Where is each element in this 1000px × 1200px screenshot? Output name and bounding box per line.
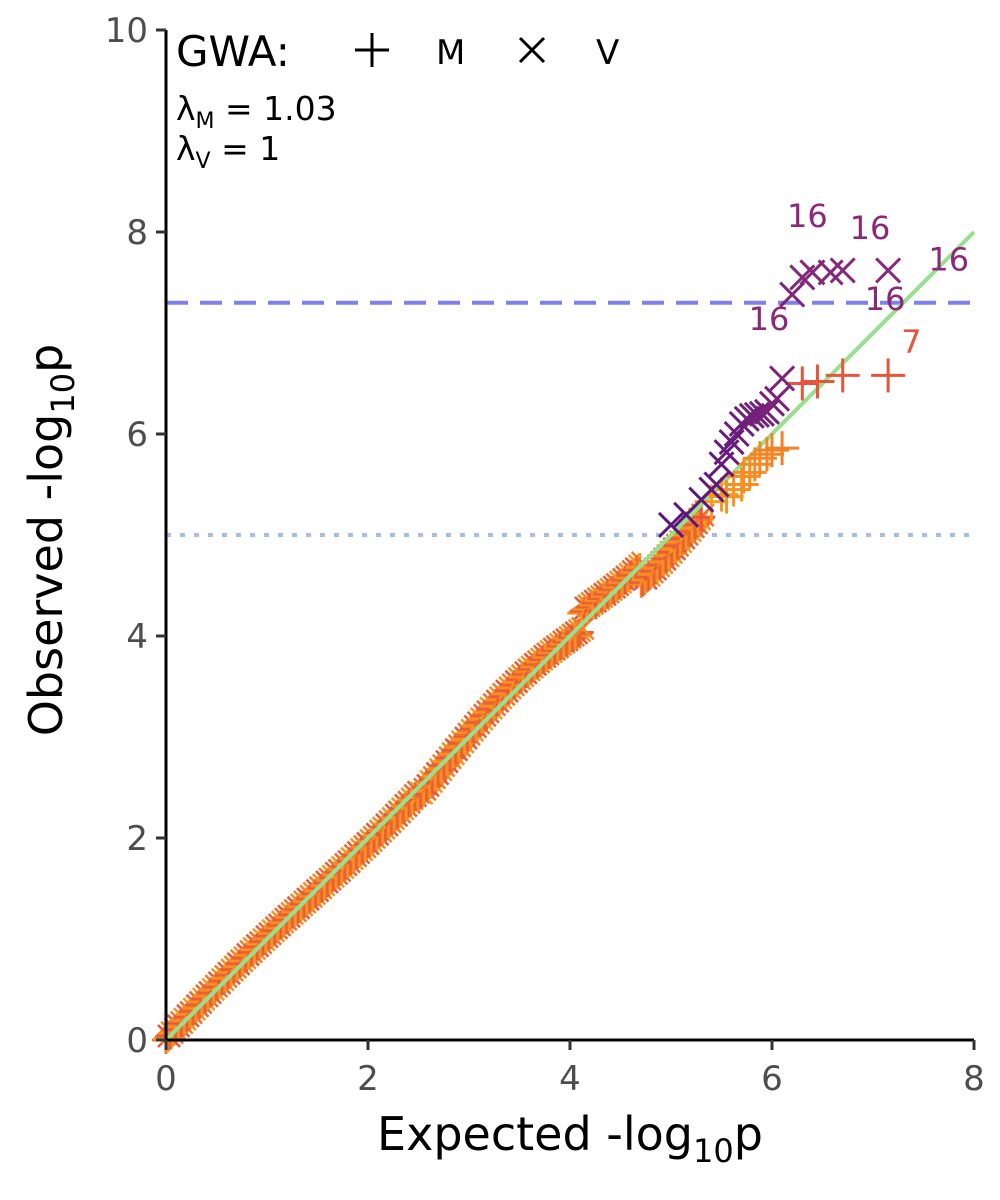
chromosome-label: 16 bbox=[928, 240, 969, 278]
chromosome-label: 16 bbox=[865, 280, 906, 318]
plot-area bbox=[152, 230, 976, 1054]
legend-title: GWA: bbox=[176, 27, 290, 76]
expected-diagonal-line bbox=[164, 230, 976, 1042]
y-tick-label: 2 bbox=[126, 819, 148, 859]
legend-entry-v: V bbox=[518, 33, 619, 73]
series-m-point bbox=[785, 366, 820, 401]
x-tick-label: 4 bbox=[559, 1059, 581, 1099]
series-m-point bbox=[800, 364, 835, 399]
series-v-point bbox=[743, 401, 770, 428]
x-tick-label: 6 bbox=[761, 1059, 783, 1099]
chromosome-label: 16 bbox=[787, 197, 828, 235]
y-axis-title: Observed -log10p bbox=[19, 344, 82, 737]
data-points bbox=[152, 230, 976, 1054]
legend-label: M bbox=[436, 33, 465, 73]
legend-label: V bbox=[596, 33, 619, 73]
series-m-point bbox=[749, 437, 784, 472]
series-m-point bbox=[825, 358, 860, 393]
x-tick-label: 8 bbox=[963, 1059, 985, 1099]
series-v-point bbox=[657, 511, 685, 538]
series-v-point bbox=[829, 257, 856, 284]
chromosome-label: 7 bbox=[901, 323, 921, 361]
y-tick-label: 6 bbox=[126, 415, 148, 455]
series-v-point bbox=[703, 471, 730, 498]
legend-entry-m: M bbox=[355, 33, 465, 73]
series-v-point bbox=[718, 429, 745, 456]
lambda-m: λM = 1.03 bbox=[176, 89, 337, 134]
series-v-point bbox=[779, 281, 806, 308]
chromosome-label: 16 bbox=[850, 209, 891, 247]
legend-cross-icon bbox=[518, 36, 546, 64]
chromosome-label: 16 bbox=[749, 300, 790, 338]
series-v-point bbox=[875, 257, 902, 284]
series-m-point bbox=[871, 358, 906, 393]
x-tick-label: 0 bbox=[155, 1059, 177, 1099]
y-axis-ticks: 0 2 4 6 8 10 bbox=[105, 11, 166, 1061]
x-tick-label: 2 bbox=[357, 1059, 379, 1099]
series-m-point bbox=[765, 431, 800, 466]
series-v-point bbox=[799, 259, 826, 286]
reference-lines bbox=[166, 300, 974, 537]
y-tick-label: 8 bbox=[126, 213, 148, 253]
y-tick-label: 0 bbox=[126, 1021, 148, 1061]
y-tick-label: 10 bbox=[105, 11, 148, 51]
x-axis-title: Expected -log10p bbox=[377, 1107, 763, 1170]
lambda-values: λM = 1.03 λV = 1 bbox=[176, 89, 337, 174]
lambda-v: λV = 1 bbox=[176, 129, 280, 174]
legend-plus-icon bbox=[355, 33, 389, 67]
series-v-point bbox=[753, 398, 781, 425]
series-v-point bbox=[769, 365, 796, 392]
y-tick-label: 4 bbox=[126, 617, 148, 657]
x-axis-ticks: 0 2 4 6 8 bbox=[155, 1040, 985, 1099]
series-v-point bbox=[738, 402, 765, 429]
series-v-point bbox=[763, 385, 791, 412]
annotations: 16 16 16 16 16 7 bbox=[749, 197, 969, 361]
